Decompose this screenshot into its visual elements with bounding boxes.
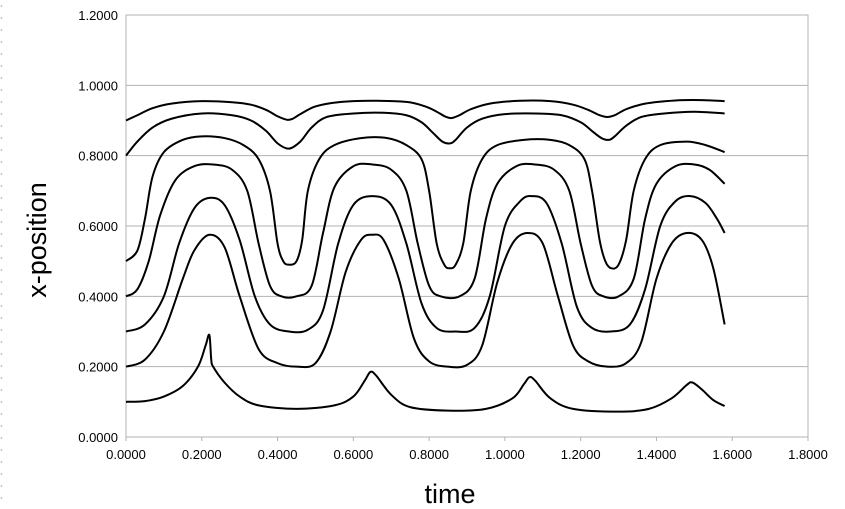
x-tick-label: 1.4000 — [637, 447, 677, 462]
x-axis-tick-labels: 0.0000 0.2000 0.4000 0.6000 0.8000 1.0000 1.20… — [106, 437, 828, 462]
y-tick-label: 0.4000 — [78, 289, 118, 304]
x-tick-label: 1.0000 — [485, 447, 525, 462]
y-tick-label: 0.6000 — [78, 219, 118, 234]
x-tick-label: 1.2000 — [561, 447, 601, 462]
y-tick-label: 0.0000 — [78, 430, 118, 445]
x-tick-label: 0.8000 — [409, 447, 449, 462]
x-tick-label: 0.6000 — [333, 447, 373, 462]
plot-area-frame — [125, 14, 809, 438]
y-tick-label: 1.0000 — [78, 78, 118, 93]
y-axis-tick-labels: 0.0000 0.2000 0.4000 0.6000 0.8000 1.0000 1.20… — [78, 8, 118, 445]
series-line-1 — [125, 333, 726, 413]
series-line-7 — [125, 99, 725, 122]
series-line-2 — [125, 231, 726, 369]
x-tick-label: 1.8000 — [788, 447, 828, 462]
y-tick-label: 0.2000 — [78, 360, 118, 375]
series-line-4 — [125, 162, 726, 300]
x-tick-label: 0.0000 — [106, 447, 146, 462]
x-tick-label: 0.2000 — [182, 447, 222, 462]
gridlines — [126, 14, 808, 438]
data-series — [125, 99, 726, 413]
y-tick-label: 0.8000 — [78, 149, 118, 164]
x-tick-label: 0.4000 — [258, 447, 298, 462]
series-line-6 — [125, 110, 725, 157]
series-line-5 — [125, 135, 725, 270]
edge-dotted-border — [0, 0, 3, 509]
x-tick-label: 1.6000 — [712, 447, 752, 462]
y-tick-label: 1.2000 — [78, 8, 118, 23]
y-axis-title: x-position — [22, 182, 52, 298]
series-line-3 — [125, 195, 726, 334]
x-axis-title: time — [424, 479, 475, 509]
